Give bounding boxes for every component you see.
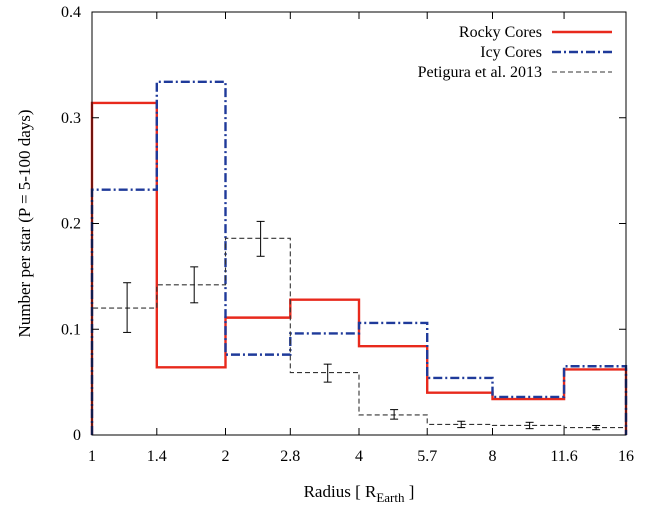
tick-layer: 1 1.4 2 2.8 4 5.7 8 11.6 16 0 0.1 0.2 0.3 0.4 <box>61 4 634 465</box>
y-tick-label: 0.2 <box>61 216 81 233</box>
plot-frame <box>91 11 627 436</box>
legend-label: Rocky Cores <box>459 24 542 41</box>
x-axis-label-main: Radius [ R <box>304 482 377 501</box>
x-tick-label: 1 <box>88 448 96 465</box>
error-bar <box>123 282 132 333</box>
x-tick-label: 2 <box>222 448 230 465</box>
y-tick-label: 0.3 <box>61 110 81 127</box>
error-bar <box>457 420 466 429</box>
series-line-2 <box>90 80 628 435</box>
y-axis-label: Number per star (P = 5-100 days) <box>15 109 34 337</box>
x-axis-label: Radius [ REarth ] <box>304 482 415 505</box>
error-bar <box>390 409 399 420</box>
y-tick-label: 0 <box>73 427 81 444</box>
error-bar <box>256 220 265 257</box>
x-axis-label-subscript: Earth <box>376 490 405 505</box>
error-bar <box>592 424 601 431</box>
x-tick-label: 11.6 <box>550 448 577 465</box>
error-bar <box>525 421 534 430</box>
error-bar <box>190 266 199 304</box>
x-tick-label: 1.4 <box>147 448 167 465</box>
legend-label: Petigura et al. 2013 <box>418 64 542 81</box>
x-tick-label: 4 <box>355 448 363 465</box>
y-tick-label: 0.4 <box>61 4 81 21</box>
legend-label: Icy Cores <box>480 44 542 61</box>
x-axis-label-end: ] <box>404 482 414 501</box>
x-tick-label: 5.7 <box>417 448 437 465</box>
series-line-3 <box>91 237 627 435</box>
series-layer <box>90 80 628 435</box>
x-tick-label: 2.8 <box>280 448 300 465</box>
legend: Rocky Cores Icy Cores Petigura et al. 2013 <box>418 24 612 81</box>
x-tick-label: 8 <box>489 448 497 465</box>
y-tick-label: 0.1 <box>61 321 81 338</box>
error-bar-layer <box>123 220 601 431</box>
x-tick-label: 16 <box>618 448 634 465</box>
error-bar <box>323 363 332 383</box>
